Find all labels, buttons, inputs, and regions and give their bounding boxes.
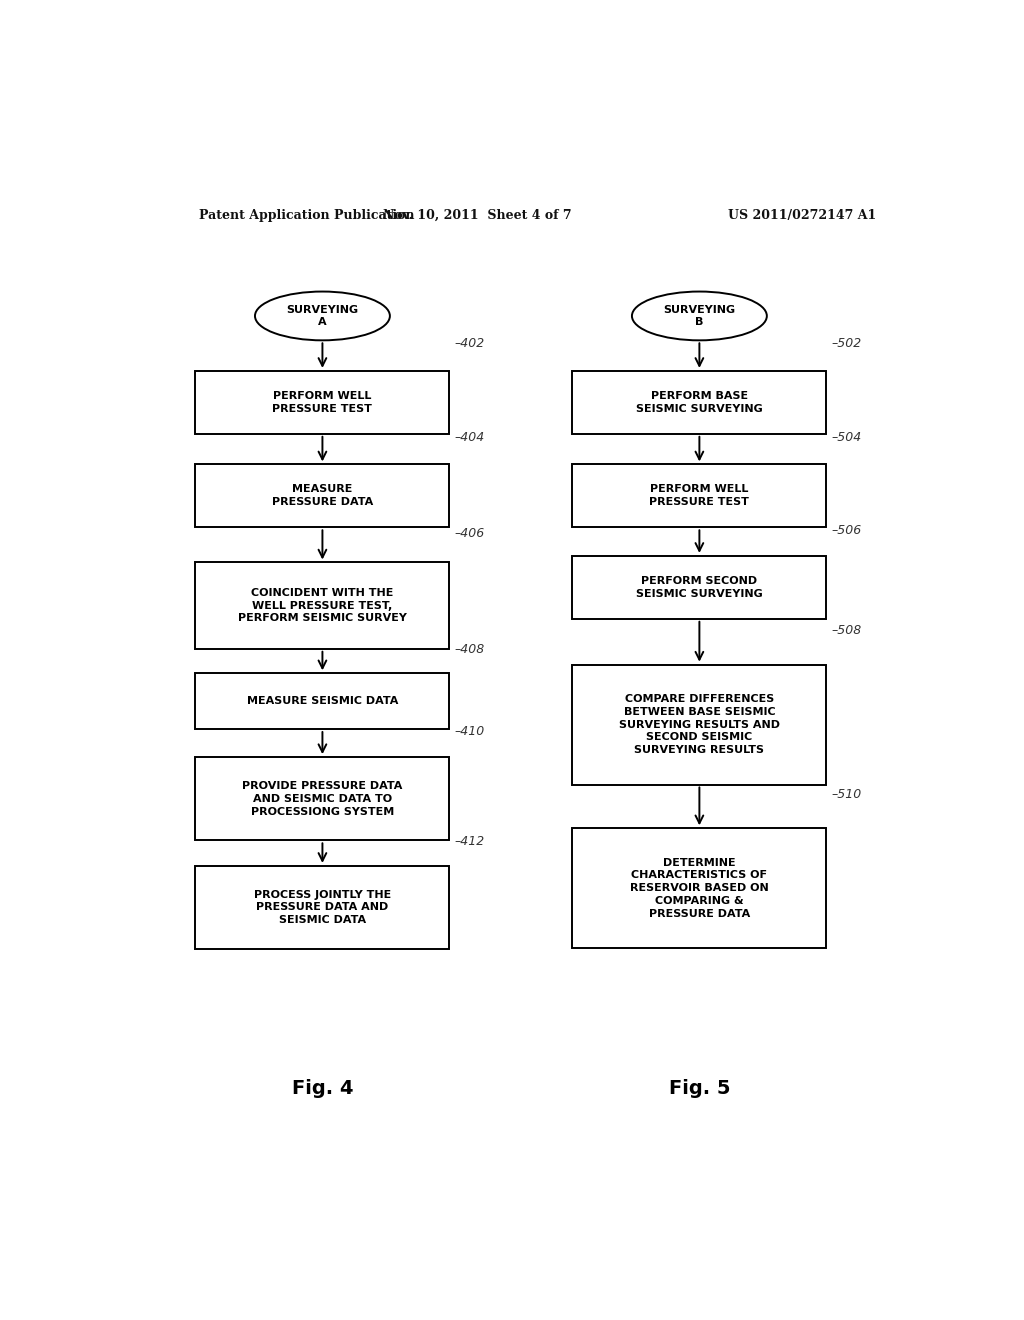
Text: –412: –412 xyxy=(455,836,484,847)
FancyBboxPatch shape xyxy=(196,562,450,649)
Text: Fig. 4: Fig. 4 xyxy=(292,1078,353,1098)
Text: DETERMINE
CHARACTERISTICS OF
RESERVOIR BASED ON
COMPARING &
PRESSURE DATA: DETERMINE CHARACTERISTICS OF RESERVOIR B… xyxy=(630,858,769,919)
FancyBboxPatch shape xyxy=(196,866,450,949)
Text: SURVEYING
A: SURVEYING A xyxy=(287,305,358,327)
Text: MEASURE
PRESSURE DATA: MEASURE PRESSURE DATA xyxy=(271,484,373,507)
Text: Nov. 10, 2011  Sheet 4 of 7: Nov. 10, 2011 Sheet 4 of 7 xyxy=(383,209,571,222)
Text: PERFORM WELL
PRESSURE TEST: PERFORM WELL PRESSURE TEST xyxy=(272,391,373,413)
FancyBboxPatch shape xyxy=(572,828,826,948)
Text: PERFORM WELL
PRESSURE TEST: PERFORM WELL PRESSURE TEST xyxy=(649,484,750,507)
Text: US 2011/0272147 A1: US 2011/0272147 A1 xyxy=(728,209,877,222)
Text: PROVIDE PRESSURE DATA
AND SEISMIC DATA TO
PROCESSIONG SYSTEM: PROVIDE PRESSURE DATA AND SEISMIC DATA T… xyxy=(243,781,402,817)
FancyBboxPatch shape xyxy=(196,673,450,729)
Text: COMPARE DIFFERENCES
BETWEEN BASE SEISMIC
SURVEYING RESULTS AND
SECOND SEISMIC
SU: COMPARE DIFFERENCES BETWEEN BASE SEISMIC… xyxy=(618,694,780,755)
Text: –408: –408 xyxy=(455,643,484,656)
Text: PERFORM SECOND
SEISMIC SURVEYING: PERFORM SECOND SEISMIC SURVEYING xyxy=(636,576,763,599)
FancyBboxPatch shape xyxy=(572,465,826,528)
Text: –404: –404 xyxy=(455,432,484,444)
Ellipse shape xyxy=(255,292,390,341)
Text: –504: –504 xyxy=(831,432,862,444)
Text: –502: –502 xyxy=(831,338,862,351)
Text: –406: –406 xyxy=(455,527,484,540)
Text: SURVEYING
B: SURVEYING B xyxy=(664,305,735,327)
Text: PERFORM BASE
SEISMIC SURVEYING: PERFORM BASE SEISMIC SURVEYING xyxy=(636,391,763,413)
Text: –510: –510 xyxy=(831,788,862,801)
Text: –506: –506 xyxy=(831,524,862,536)
Text: –508: –508 xyxy=(831,623,862,636)
FancyBboxPatch shape xyxy=(196,758,450,841)
FancyBboxPatch shape xyxy=(196,371,450,434)
Text: COINCIDENT WITH THE
WELL PRESSURE TEST,
PERFORM SEISMIC SURVEY: COINCIDENT WITH THE WELL PRESSURE TEST, … xyxy=(238,587,407,623)
Text: Fig. 5: Fig. 5 xyxy=(669,1078,730,1098)
Text: PROCESS JOINTLY THE
PRESSURE DATA AND
SEISMIC DATA: PROCESS JOINTLY THE PRESSURE DATA AND SE… xyxy=(254,890,391,925)
Text: Patent Application Publication: Patent Application Publication xyxy=(200,209,415,222)
Text: MEASURE SEISMIC DATA: MEASURE SEISMIC DATA xyxy=(247,696,398,706)
FancyBboxPatch shape xyxy=(572,371,826,434)
Text: –410: –410 xyxy=(455,725,484,738)
FancyBboxPatch shape xyxy=(196,465,450,528)
Ellipse shape xyxy=(632,292,767,341)
FancyBboxPatch shape xyxy=(572,556,826,619)
Text: –402: –402 xyxy=(455,338,484,351)
FancyBboxPatch shape xyxy=(572,664,826,784)
